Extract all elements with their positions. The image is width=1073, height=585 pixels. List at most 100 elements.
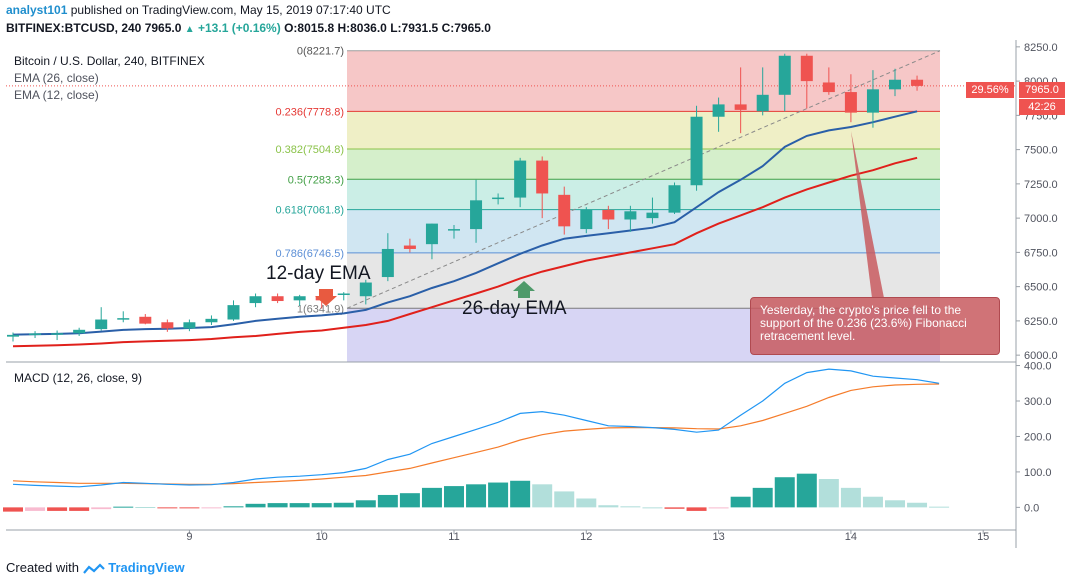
candle-body — [470, 200, 483, 230]
macd-histogram-bar — [466, 484, 487, 508]
time-tick-label: 15 — [977, 531, 989, 543]
macd-histogram-bar — [686, 507, 707, 511]
candle-body — [800, 55, 813, 82]
macd-histogram-bar — [907, 502, 928, 508]
fib-zone-0 — [347, 50, 940, 112]
macd-legend[interactable]: MACD (12, 26, close, 9) — [14, 371, 143, 385]
time-tick-label: 12 — [580, 531, 592, 543]
low-value: L:7931.5 — [390, 21, 439, 35]
fib-trend-line — [346, 50, 941, 309]
macd-histogram-bar — [91, 507, 112, 510]
candle-body — [448, 229, 460, 231]
fib-zone-0.5 — [347, 179, 940, 210]
macd-histogram-bar — [664, 507, 685, 509]
tradingview-brand[interactable]: TradingView — [108, 560, 185, 575]
callout-box[interactable]: Yesterday, the crypto's price fell to th… — [750, 297, 1000, 355]
candle-body — [73, 329, 86, 334]
fib-label-0: 0(8221.7) — [297, 46, 344, 58]
candle-body — [95, 319, 108, 330]
candle-body — [734, 104, 747, 110]
last-price: 7965.0 — [144, 21, 182, 35]
ema12-legend[interactable]: EMA (12, close) — [14, 88, 99, 102]
callout-pointer — [851, 131, 884, 298]
macd-histogram-bar — [642, 507, 663, 509]
price-tick-label: 8250.0 — [1024, 42, 1058, 54]
price-change: +13.1 (+0.16%) — [198, 21, 281, 35]
macd-tick-label: 100.0 — [1024, 467, 1052, 479]
macd-histogram-bar — [421, 487, 442, 508]
macd-histogram-bar — [245, 503, 266, 508]
candle-body — [646, 212, 659, 219]
ema12-annotation: 12-day EMA — [266, 263, 371, 284]
published-text: published on TradingView.com, May 15, 20… — [70, 3, 391, 17]
macd-histogram-bar — [774, 477, 795, 508]
macd-histogram-bar — [620, 506, 641, 508]
ema26-line — [12, 156, 918, 348]
macd-panel — [3, 368, 950, 512]
candle-body — [293, 296, 306, 301]
macd-histogram-bar — [576, 498, 597, 508]
candle-body — [205, 318, 218, 323]
candle-body — [139, 316, 152, 324]
candle-body — [668, 185, 681, 213]
fib-zone-0.236 — [347, 111, 940, 149]
candle-body — [536, 160, 549, 194]
macd-histogram-bar — [554, 491, 575, 508]
fib-label-0.382: 0.382(7504.8) — [276, 144, 345, 156]
macd-histogram-bar — [840, 487, 861, 508]
price-tick-label: 7000.0 — [1024, 213, 1058, 225]
change-pct-badge: 29.56% — [966, 82, 1014, 98]
macd-histogram-bar — [289, 503, 310, 508]
macd-histogram-bar — [752, 487, 773, 508]
candle-body — [359, 282, 372, 297]
annotations — [315, 131, 884, 306]
price-tick-label: 6000.0 — [1024, 350, 1058, 362]
ema26-legend[interactable]: EMA (26, close) — [14, 71, 99, 85]
candle-body — [7, 334, 19, 337]
macd-histogram-bar — [399, 493, 420, 508]
time-tick-label: 9 — [186, 531, 192, 543]
fib-zone-0.618 — [347, 209, 940, 253]
macd-histogram-bar — [510, 480, 531, 508]
symbol-ohlc-line: BITFINEX:BTCUSD, 240 7965.0 ▲ +13.1 (+0.… — [6, 21, 491, 35]
price-tick-label: 6750.0 — [1024, 247, 1058, 259]
candlesticks — [7, 53, 924, 342]
macd-histogram-bar — [598, 505, 619, 508]
signal-line — [12, 383, 940, 485]
macd-tick-label: 200.0 — [1024, 431, 1052, 443]
symbol-label: BITFINEX:BTCUSD, 240 — [6, 21, 142, 35]
up-arrow-icon — [513, 281, 535, 298]
price-tick-label: 6500.0 — [1024, 282, 1058, 294]
macd-histogram-bar — [730, 496, 751, 508]
ema-lines — [12, 110, 918, 348]
candle-body — [227, 305, 240, 320]
macd-histogram-bar — [377, 494, 398, 508]
time-tick-label: 14 — [845, 531, 857, 543]
candle-body — [403, 245, 416, 249]
macd-histogram-bar — [223, 506, 244, 508]
macd-tick-label: 0.0 — [1024, 502, 1039, 514]
candle-body — [117, 318, 130, 320]
macd-line — [12, 368, 940, 488]
candle-body — [690, 116, 703, 186]
macd-histogram-bar — [3, 507, 23, 512]
bar-timer-badge: 42:26 — [1019, 99, 1065, 115]
candle-body — [514, 160, 527, 198]
tradingview-logo-icon — [82, 563, 105, 574]
author-name[interactable]: analyst101 — [6, 3, 68, 17]
created-with-text: Created with — [6, 560, 79, 575]
macd-histogram-bar — [113, 506, 134, 508]
macd-histogram-bar — [818, 479, 839, 508]
macd-histogram-bar — [355, 500, 376, 508]
candle-body — [889, 79, 901, 90]
macd-histogram-bar — [333, 502, 354, 508]
macd-tick-label: 300.0 — [1024, 396, 1052, 408]
time-tick-label: 10 — [316, 531, 328, 543]
candle-body — [337, 293, 350, 295]
candle-body — [492, 197, 505, 200]
candle-body — [866, 89, 879, 113]
candle-body — [425, 223, 438, 245]
candle-body — [558, 194, 571, 227]
candle-body — [249, 296, 262, 304]
